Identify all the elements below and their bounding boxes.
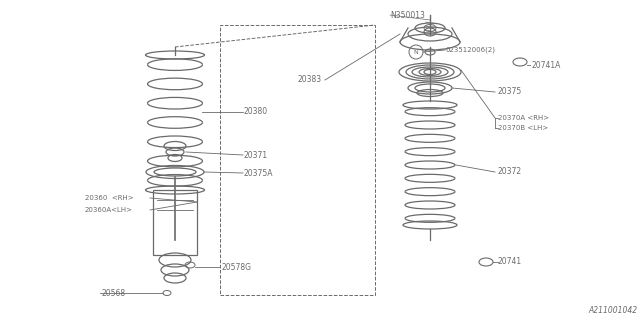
Text: 20741: 20741 (498, 258, 522, 267)
Text: 20568: 20568 (101, 289, 125, 298)
Text: N: N (413, 50, 419, 54)
Text: 20370A <RH>: 20370A <RH> (498, 115, 549, 121)
Text: 20370B <LH>: 20370B <LH> (498, 125, 548, 131)
Text: 20360A<LH>: 20360A<LH> (85, 207, 133, 213)
Text: 023512006(2): 023512006(2) (446, 47, 496, 53)
Text: 20371: 20371 (244, 150, 268, 159)
Text: 20375: 20375 (498, 87, 522, 97)
Text: 20360  <RH>: 20360 <RH> (85, 195, 134, 201)
Text: 20741A: 20741A (531, 60, 561, 69)
Text: A211001042: A211001042 (589, 306, 638, 315)
Text: 20380: 20380 (244, 108, 268, 116)
Text: 20383: 20383 (298, 76, 322, 84)
Text: 20578G: 20578G (221, 262, 251, 271)
Text: N350013: N350013 (390, 11, 425, 20)
Text: 20372: 20372 (498, 167, 522, 177)
Text: 20375A: 20375A (244, 169, 273, 178)
